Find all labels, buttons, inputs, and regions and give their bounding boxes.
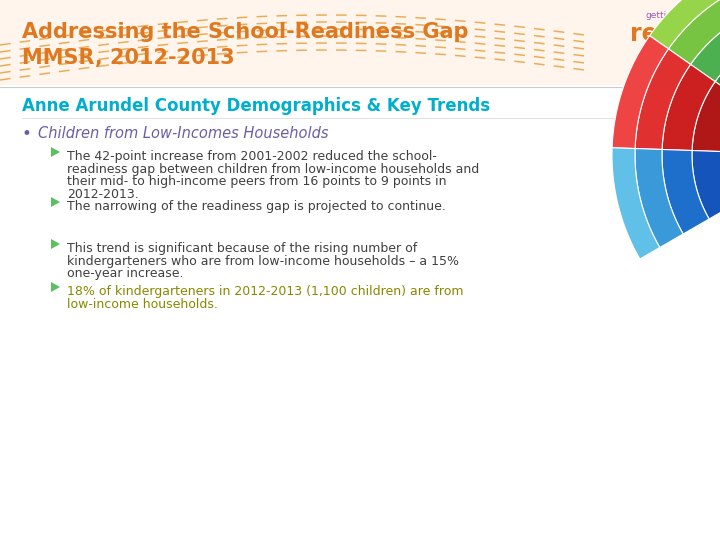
Polygon shape <box>690 5 720 82</box>
Text: Addressing the School-Readiness Gap: Addressing the School-Readiness Gap <box>22 22 469 42</box>
Text: The narrowing of the readiness gap is projected to continue.: The narrowing of the readiness gap is pr… <box>67 200 446 213</box>
Polygon shape <box>635 148 683 247</box>
Text: Anne Arundel County Demographics & Key Trends: Anne Arundel County Demographics & Key T… <box>22 97 490 115</box>
Polygon shape <box>692 151 720 219</box>
Polygon shape <box>51 197 60 207</box>
Text: Children from Low-Incomes Households: Children from Low-Incomes Households <box>38 126 328 141</box>
Polygon shape <box>715 33 720 100</box>
Polygon shape <box>662 64 715 151</box>
Polygon shape <box>612 148 660 259</box>
Polygon shape <box>635 49 690 150</box>
Polygon shape <box>649 0 720 49</box>
Text: kindergarteners who are from low-income households – a 15%: kindergarteners who are from low-income … <box>67 254 459 267</box>
Text: The 42-point increase from 2001-2002 reduced the school-: The 42-point increase from 2001-2002 red… <box>67 150 437 163</box>
Text: MMSR, 2012-2013: MMSR, 2012-2013 <box>22 48 235 68</box>
Polygon shape <box>51 147 60 157</box>
Text: This trend is significant because of the rising number of: This trend is significant because of the… <box>67 242 418 255</box>
Polygon shape <box>612 36 668 148</box>
Text: A: A <box>653 24 677 52</box>
Polygon shape <box>662 150 709 234</box>
Text: their mid- to high-income peers from 16 points to 9 points in: their mid- to high-income peers from 16 … <box>67 175 446 188</box>
Polygon shape <box>692 82 720 152</box>
Text: getting: getting <box>645 10 678 19</box>
Polygon shape <box>668 0 720 64</box>
Polygon shape <box>51 282 60 292</box>
Text: re: re <box>630 22 657 46</box>
Text: low-income households.: low-income households. <box>67 298 218 310</box>
Text: readiness gap between children from low-income households and: readiness gap between children from low-… <box>67 163 480 176</box>
Polygon shape <box>51 239 60 249</box>
Text: one-year increase.: one-year increase. <box>67 267 184 280</box>
Text: 18% of kindergarteners in 2012-2013 (1,100 children) are from: 18% of kindergarteners in 2012-2013 (1,1… <box>67 285 464 298</box>
Text: •: • <box>22 125 32 143</box>
Text: dy: dy <box>668 22 701 46</box>
FancyBboxPatch shape <box>0 0 720 85</box>
Text: 2012-2013.: 2012-2013. <box>67 187 139 200</box>
